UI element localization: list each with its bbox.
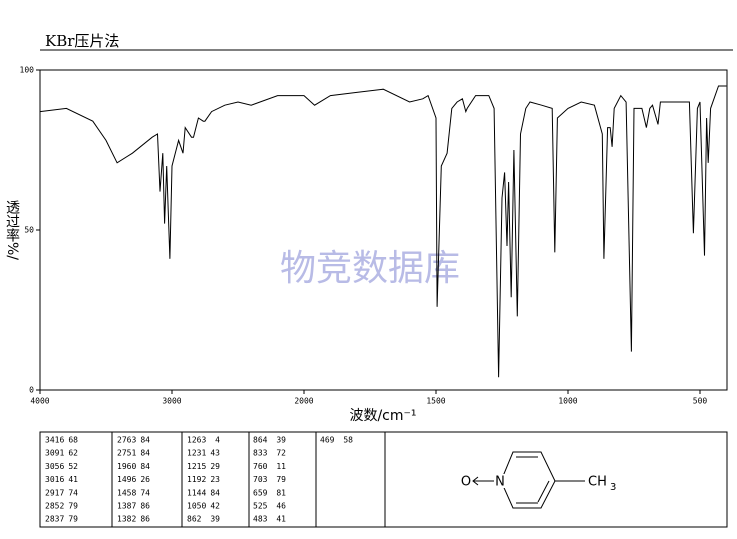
peak-wavenumber: 2751: [117, 449, 136, 458]
peak-wavenumber: 1496: [117, 475, 136, 484]
peak-transmittance: 86: [140, 502, 150, 511]
peak-transmittance: 84: [140, 436, 150, 445]
peak-wavenumber: 469: [320, 436, 335, 445]
peak-wavenumber: 659: [253, 488, 268, 497]
peak-wavenumber: 3416: [45, 436, 64, 445]
peak-wavenumber: 833: [253, 449, 268, 458]
peak-wavenumber: 525: [253, 502, 268, 511]
structure: [472, 451, 585, 509]
x-tick-label: 500: [693, 397, 708, 406]
peak-transmittance: 86: [140, 515, 150, 524]
peak-transmittance: 84: [210, 488, 220, 497]
peak-wavenumber: 3091: [45, 449, 64, 458]
peak-transmittance: 46: [276, 502, 286, 511]
peak-wavenumber: 1458: [117, 488, 136, 497]
peak-wavenumber: 1144: [187, 488, 206, 497]
x-tick-label: 1500: [426, 397, 445, 406]
peak-transmittance: 84: [140, 449, 150, 458]
peak-wavenumber: 760: [253, 462, 268, 471]
peak-transmittance: 39: [210, 515, 220, 524]
peak-wavenumber: 864: [253, 436, 268, 445]
atom-label: O: [461, 475, 471, 490]
peak-transmittance: 74: [68, 488, 78, 497]
y-tick-label: 0: [29, 386, 34, 395]
y-tick-label: 100: [20, 66, 35, 75]
peak-transmittance: 79: [276, 475, 286, 484]
table-frame: [39, 431, 728, 528]
watermark: 物竞数据库: [280, 248, 460, 289]
peak-transmittance: 52: [68, 462, 78, 471]
peak-transmittance: 41: [68, 475, 78, 484]
x-tick-label: 3000: [162, 397, 181, 406]
peak-wavenumber: 1231: [187, 449, 206, 458]
peak-wavenumber: 1192: [187, 475, 206, 484]
y-axis-label-text: 透过率%/: [4, 200, 20, 260]
title: KBr压片法: [45, 32, 119, 50]
peak-transmittance: 72: [276, 449, 286, 458]
peak-transmittance: 23: [210, 475, 220, 484]
peak-transmittance: 4: [215, 436, 220, 445]
peak-transmittance: 79: [68, 515, 78, 524]
peak-wavenumber: 1215: [187, 462, 206, 471]
atom-label: N: [495, 475, 505, 490]
bond: [537, 480, 550, 503]
peak-wavenumber: 3056: [45, 462, 64, 471]
plot-frame: [39, 69, 728, 391]
y-tick-label: 50: [24, 226, 34, 235]
peak-wavenumber: 1382: [117, 515, 136, 524]
peak-transmittance: 74: [140, 488, 150, 497]
peak-transmittance: 42: [210, 502, 220, 511]
ring: [500, 451, 556, 509]
atom-label-sub: 3: [610, 482, 616, 493]
arrow-head: [472, 476, 479, 486]
peak-wavenumber: 1960: [117, 462, 136, 471]
peak-transmittance: 39: [276, 436, 286, 445]
label-bg: [494, 474, 506, 488]
x-tick-label: 2000: [294, 397, 313, 406]
peak-transmittance: 43: [210, 449, 220, 458]
peak-transmittance: 84: [140, 462, 150, 471]
peak-wavenumber: 2917: [45, 488, 64, 497]
peak-transmittance: 41: [276, 515, 286, 524]
y-axis-label: 透过率%/: [4, 200, 20, 260]
x-tick-label: 1000: [558, 397, 577, 406]
atom-label: CH: [588, 475, 607, 490]
peak-wavenumber: 2852: [45, 502, 64, 511]
peak-transmittance: 62: [68, 449, 78, 458]
peak-transmittance: 11: [276, 462, 286, 471]
peak-wavenumber: 1050: [187, 502, 206, 511]
peak-transmittance: 26: [140, 475, 150, 484]
x-axis-label: 波数/cm⁻¹: [349, 408, 416, 424]
peak-wavenumber: 703: [253, 475, 268, 484]
peak-wavenumber: 862: [187, 515, 202, 524]
peak-transmittance: 29: [210, 462, 220, 471]
peak-wavenumber: 2763: [117, 436, 136, 445]
peak-transmittance: 68: [68, 436, 78, 445]
peak-transmittance: 79: [68, 502, 78, 511]
peak-transmittance: 81: [276, 488, 286, 497]
peak-wavenumber: 3016: [45, 475, 64, 484]
peak-wavenumber: 2837: [45, 515, 64, 524]
peak-wavenumber: 483: [253, 515, 268, 524]
spectrum-line: [39, 85, 727, 378]
peak-wavenumber: 1387: [117, 502, 136, 511]
x-tick-label: 4000: [30, 397, 49, 406]
peak-transmittance: 58: [343, 436, 353, 445]
peak-wavenumber: 1263: [187, 436, 206, 445]
